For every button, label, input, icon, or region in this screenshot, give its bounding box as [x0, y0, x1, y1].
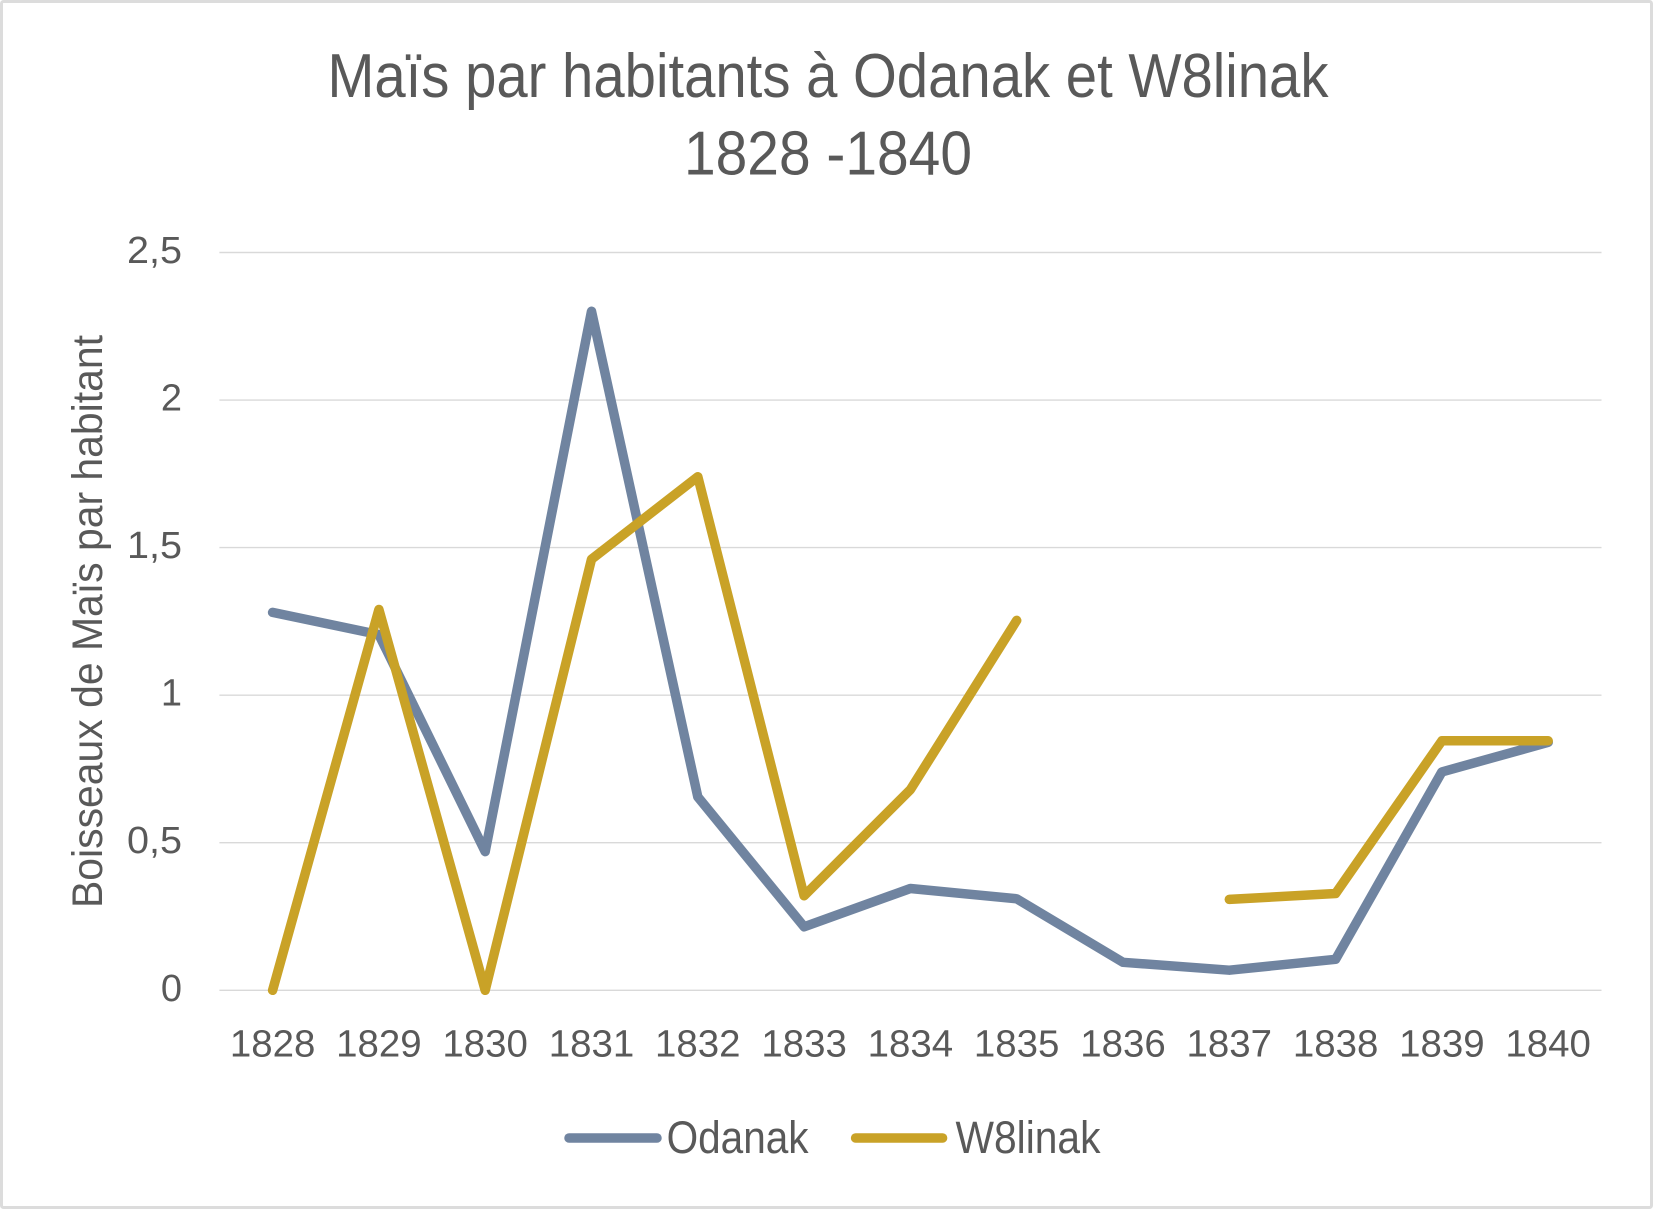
svg-text:1838: 1838: [1293, 1023, 1379, 1065]
svg-text:2: 2: [161, 378, 182, 420]
svg-text:1828 -1840: 1828 -1840: [684, 120, 972, 189]
svg-text:0: 0: [161, 968, 182, 1010]
svg-text:1,5: 1,5: [127, 525, 182, 567]
svg-text:1839: 1839: [1399, 1023, 1485, 1065]
svg-text:1834: 1834: [868, 1023, 954, 1065]
svg-text:1832: 1832: [655, 1023, 741, 1065]
svg-text:1828: 1828: [230, 1023, 316, 1065]
svg-text:1: 1: [161, 673, 182, 715]
svg-text:W8linak: W8linak: [956, 1112, 1101, 1163]
svg-text:1830: 1830: [442, 1023, 528, 1065]
svg-text:1831: 1831: [549, 1023, 635, 1065]
svg-text:1840: 1840: [1505, 1023, 1591, 1065]
svg-text:1837: 1837: [1187, 1023, 1273, 1065]
svg-text:1833: 1833: [761, 1023, 847, 1065]
svg-text:Boisseaux de Maïs par habitant: Boisseaux de Maïs par habitant: [64, 335, 112, 908]
svg-text:Maïs par habitants à Odanak et: Maïs par habitants à Odanak et W8linak: [328, 42, 1330, 111]
svg-text:1835: 1835: [974, 1023, 1060, 1065]
svg-text:1836: 1836: [1080, 1023, 1166, 1065]
svg-text:1829: 1829: [336, 1023, 422, 1065]
svg-text:0,5: 0,5: [127, 820, 182, 862]
svg-text:2,5: 2,5: [127, 230, 182, 272]
svg-text:Odanak: Odanak: [667, 1112, 809, 1163]
